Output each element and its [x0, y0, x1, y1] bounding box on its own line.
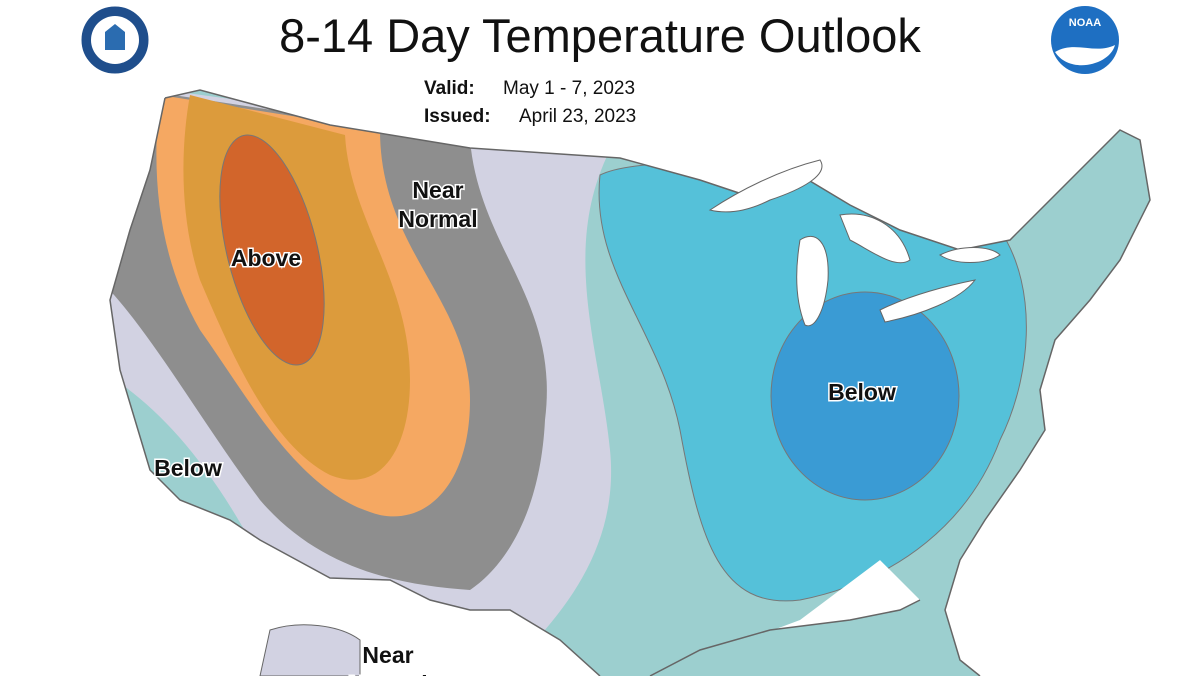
mexico-area	[259, 624, 361, 676]
valid-dates: May 1 - 7, 2023	[503, 78, 635, 99]
region-label: Above	[231, 245, 301, 271]
region-label: Near	[412, 177, 463, 203]
issued-label: Issued:	[424, 106, 491, 127]
region-label: Normal	[348, 671, 427, 676]
valid-label: Valid:	[424, 78, 475, 99]
noaa-logo-text: NOAA	[1069, 17, 1101, 29]
doc-logo	[78, 3, 152, 77]
region-labels: Near Normal Above Below Below Near Normal	[153, 176, 898, 676]
issued-date: April 23, 2023	[519, 106, 636, 127]
region-label: Near	[362, 642, 413, 668]
great-lakes	[708, 159, 1001, 327]
us-outline	[109, 89, 1151, 676]
map-title: 8-14 Day Temperature Outlook	[279, 9, 921, 62]
region-label: Below	[828, 379, 896, 405]
region-label: Below	[154, 455, 222, 481]
region-label: Normal	[398, 206, 477, 232]
zone-below-strong	[770, 291, 960, 501]
noaa-logo: NOAA	[1051, 6, 1119, 74]
zone-above-strong	[219, 134, 325, 366]
